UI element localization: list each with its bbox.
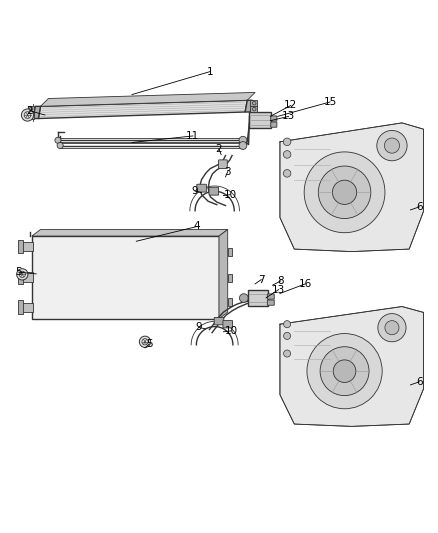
Text: 15: 15 xyxy=(323,97,337,107)
Text: 10: 10 xyxy=(225,326,238,336)
Circle shape xyxy=(320,347,369,395)
Circle shape xyxy=(17,269,28,280)
Circle shape xyxy=(283,350,291,357)
Text: 4: 4 xyxy=(194,221,201,231)
Polygon shape xyxy=(228,248,232,256)
Circle shape xyxy=(283,138,291,146)
Text: 5: 5 xyxy=(146,339,153,349)
Text: 10: 10 xyxy=(223,190,237,200)
FancyBboxPatch shape xyxy=(28,112,35,118)
Circle shape xyxy=(332,180,357,205)
Text: 3: 3 xyxy=(224,167,231,176)
Text: 12: 12 xyxy=(284,100,297,110)
Text: 2: 2 xyxy=(215,144,223,154)
FancyBboxPatch shape xyxy=(267,294,274,299)
Text: 9: 9 xyxy=(192,186,198,196)
Text: 7: 7 xyxy=(258,274,265,285)
Circle shape xyxy=(385,321,399,335)
Circle shape xyxy=(283,333,291,340)
Polygon shape xyxy=(20,272,33,282)
Circle shape xyxy=(307,334,382,409)
Circle shape xyxy=(378,313,406,342)
Polygon shape xyxy=(39,100,247,118)
Circle shape xyxy=(318,166,371,219)
FancyBboxPatch shape xyxy=(251,100,257,106)
Polygon shape xyxy=(20,241,33,251)
Polygon shape xyxy=(280,306,424,426)
Polygon shape xyxy=(250,111,271,128)
Circle shape xyxy=(240,294,248,302)
Text: 2: 2 xyxy=(26,106,33,116)
FancyBboxPatch shape xyxy=(267,300,274,305)
Circle shape xyxy=(139,336,151,348)
Polygon shape xyxy=(20,303,33,312)
Text: 13: 13 xyxy=(272,285,285,295)
Circle shape xyxy=(239,142,247,149)
FancyBboxPatch shape xyxy=(219,160,227,168)
Circle shape xyxy=(21,109,34,121)
Polygon shape xyxy=(245,100,253,112)
Polygon shape xyxy=(32,236,219,319)
Text: 16: 16 xyxy=(299,279,312,289)
Circle shape xyxy=(57,142,63,149)
Text: 5: 5 xyxy=(15,267,22,277)
Text: 11: 11 xyxy=(186,131,200,141)
FancyBboxPatch shape xyxy=(271,122,277,127)
Circle shape xyxy=(283,169,291,177)
Text: 1: 1 xyxy=(207,67,214,77)
Polygon shape xyxy=(248,290,268,305)
Text: 6: 6 xyxy=(416,377,423,387)
Polygon shape xyxy=(280,123,424,252)
FancyBboxPatch shape xyxy=(271,116,277,121)
FancyBboxPatch shape xyxy=(209,187,219,195)
FancyBboxPatch shape xyxy=(214,318,224,325)
Circle shape xyxy=(283,321,291,328)
Polygon shape xyxy=(33,107,41,118)
Polygon shape xyxy=(18,270,23,284)
Text: 6: 6 xyxy=(416,202,423,212)
FancyBboxPatch shape xyxy=(251,106,257,112)
FancyBboxPatch shape xyxy=(197,184,206,192)
Polygon shape xyxy=(32,230,228,236)
Circle shape xyxy=(385,138,399,153)
Polygon shape xyxy=(228,298,232,305)
Text: 8: 8 xyxy=(278,276,284,286)
Polygon shape xyxy=(18,239,23,254)
Circle shape xyxy=(333,360,356,383)
Text: 9: 9 xyxy=(195,322,202,333)
Circle shape xyxy=(239,136,247,144)
FancyBboxPatch shape xyxy=(28,107,35,112)
Circle shape xyxy=(283,151,291,158)
Polygon shape xyxy=(18,301,23,314)
Polygon shape xyxy=(219,230,228,319)
Text: 13: 13 xyxy=(282,111,295,122)
Circle shape xyxy=(304,152,385,233)
Circle shape xyxy=(55,137,61,143)
Polygon shape xyxy=(228,274,232,282)
Circle shape xyxy=(377,131,407,161)
FancyBboxPatch shape xyxy=(223,320,233,328)
Polygon shape xyxy=(41,92,255,107)
